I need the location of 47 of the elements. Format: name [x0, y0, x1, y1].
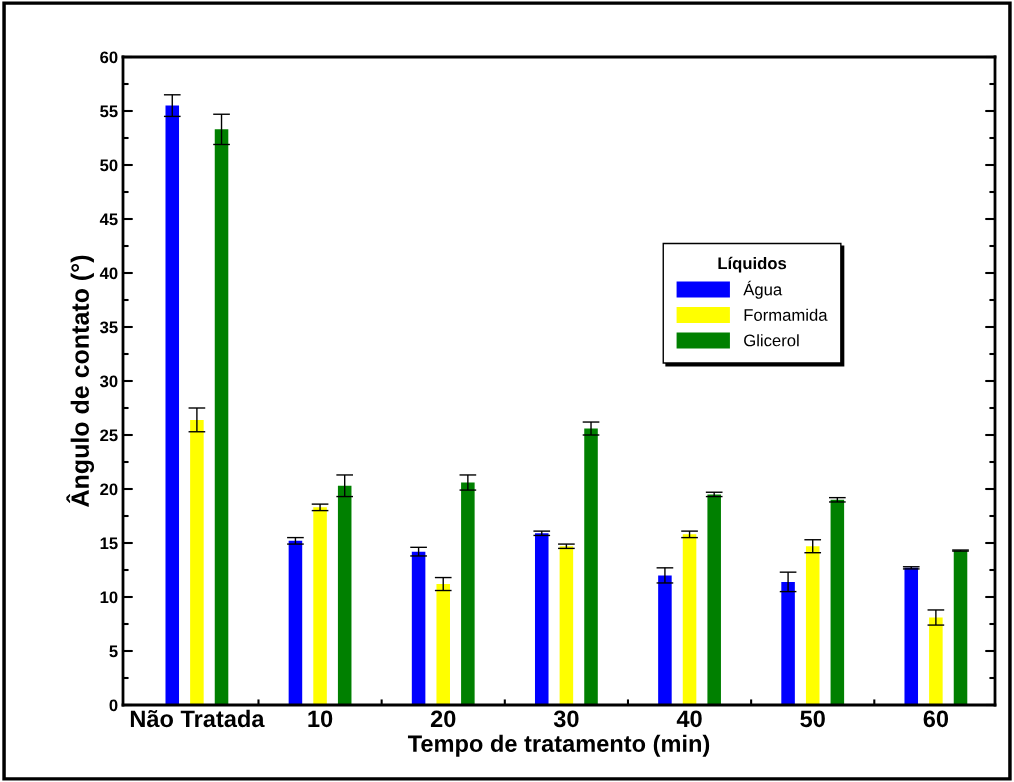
bar	[559, 546, 574, 705]
bar	[337, 485, 352, 705]
x-tick-label: 60	[923, 710, 949, 728]
y-tick-label: 50	[100, 159, 118, 172]
bar	[953, 550, 968, 705]
y-tick-label: 60	[100, 51, 118, 64]
y-tick-label: 35	[99, 321, 118, 334]
y-tick-label: 5	[109, 645, 118, 658]
y-tick-label: 25	[100, 429, 118, 442]
y-tick-label: 15	[100, 537, 118, 550]
y-tick-label: 40	[99, 267, 118, 280]
x-tick-label: 20	[430, 710, 456, 728]
x-tick-label: 10	[308, 710, 333, 728]
bar	[461, 482, 475, 705]
bar	[830, 499, 845, 705]
x-axis-title: Tempo de tratamento (min)	[407, 734, 710, 757]
y-tick-label: 10	[100, 591, 118, 604]
bar	[534, 533, 549, 705]
x-tick-label: 30	[553, 710, 579, 728]
bar	[682, 534, 697, 705]
y-tick-label: 0	[109, 699, 118, 712]
bar	[214, 129, 229, 705]
legend-title: Líquidos	[718, 256, 787, 273]
bar	[288, 540, 303, 705]
bar	[584, 428, 598, 705]
y-tick-label: 20	[100, 483, 118, 496]
bar	[165, 105, 180, 705]
bar	[313, 507, 327, 705]
bar	[436, 584, 450, 705]
y-tick-label: 45	[99, 213, 118, 226]
bar	[904, 567, 919, 705]
x-tick-label: Não Tratada	[130, 709, 265, 728]
legend-label: Glicerol	[744, 334, 799, 347]
bar	[805, 546, 820, 705]
bar	[707, 494, 721, 705]
y-axis-title: Ângulo de contato (°)	[66, 255, 95, 507]
x-tick-label: 50	[800, 710, 825, 728]
bar	[929, 617, 943, 705]
legend-label: Água	[743, 280, 783, 299]
bar	[411, 551, 426, 705]
y-tick-label: 30	[99, 375, 118, 388]
bar	[658, 575, 672, 705]
bar	[781, 581, 795, 705]
x-tick-label: 40	[676, 710, 702, 728]
legend-label: Formamida	[744, 308, 828, 321]
bar	[190, 419, 204, 705]
y-tick-label: 55	[100, 105, 118, 118]
